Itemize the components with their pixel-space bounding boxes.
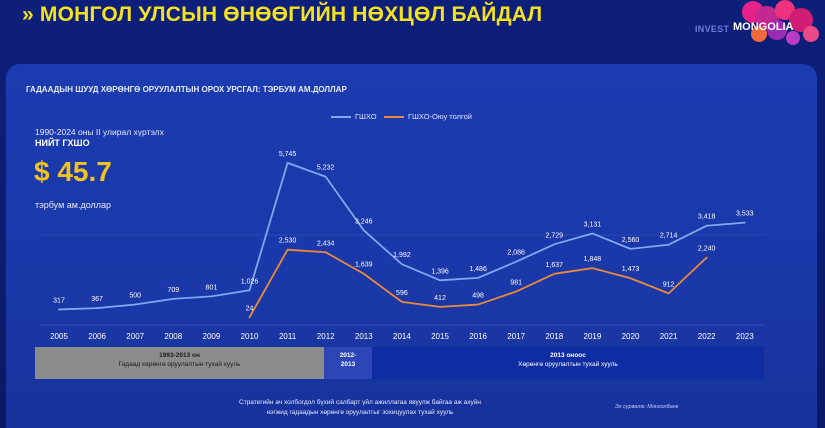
data-label: 1,637: [546, 262, 564, 269]
data-label: 1,639: [355, 262, 373, 269]
logo-mongolia-text: MONGOLIA: [733, 21, 794, 33]
data-label: 2,434: [317, 240, 335, 247]
legend-label-fdi: ГШХО: [355, 112, 377, 121]
x-tick-label: 2007: [126, 332, 144, 341]
legend-swatch-ot: [384, 116, 404, 119]
period-bar-title: 2013 оноос: [550, 352, 586, 359]
x-tick-label: 2021: [660, 332, 678, 341]
period-bar-subtitle: Хөрөнгө оруулалтын тухай хууль: [518, 361, 618, 368]
period-bar-2012-2013: 2012- 2013: [324, 347, 372, 379]
data-label: 1,486: [469, 266, 487, 273]
x-tick-label: 2017: [507, 332, 525, 341]
x-tick-label: 2008: [164, 332, 182, 341]
x-tick-label: 2022: [698, 332, 716, 341]
legend-label-ot: ГШХО-Оюу толгой: [408, 112, 472, 121]
data-label: 2,530: [279, 238, 297, 245]
data-label: 317: [53, 297, 65, 304]
data-label: 3,131: [584, 221, 602, 228]
data-label: 2,086: [507, 250, 525, 257]
x-tick-label: 2013: [355, 332, 373, 341]
x-tick-label: 2016: [469, 332, 487, 341]
invest-mongolia-logo-icon: [742, 0, 819, 45]
period-bar-1993-2013: 1993-2013 он Гадаад хөрөнгө оруулалтын т…: [35, 347, 324, 379]
x-tick-label: 2014: [393, 332, 411, 341]
data-label: 709: [167, 287, 179, 294]
data-label: 2,729: [546, 232, 564, 239]
x-tick-label: 2020: [622, 332, 640, 341]
legend-swatch-fdi: [331, 116, 351, 119]
data-label: 3,418: [698, 214, 716, 221]
footnote-line: Стратегийн ач холбогдол бүхий салбарт үй…: [239, 399, 481, 406]
data-label: 912: [663, 281, 675, 288]
unit-label: тэрбум ам.доллар: [35, 200, 112, 210]
data-label: 1,396: [431, 268, 449, 275]
chart-subtitle: ГАДААДЫН ШУУД ХӨРӨНГӨ ОРУУЛАЛТЫН ОРОХ УР…: [26, 85, 347, 94]
data-label: 981: [510, 280, 522, 287]
data-label: 2,240: [698, 246, 716, 253]
legend-item-fdi: ГШХО: [331, 112, 377, 121]
data-label: 2,560: [622, 237, 640, 244]
data-label: 1,473: [622, 266, 640, 273]
data-label: 5,232: [317, 165, 335, 172]
page-title: » МОНГОЛ УЛСЫН ӨНӨӨГИЙН НӨХЦӨЛ БАЙДАЛ: [22, 3, 543, 26]
total-label: НИЙТ ГХШО: [35, 138, 90, 148]
footnote-line: нэгжид гадаадын хөрөнгө оруулалтыг зохиц…: [266, 409, 454, 416]
legend-item-ot: ГШХО-Оюу толгой: [384, 112, 472, 121]
data-label: 1,992: [393, 252, 411, 259]
data-label: 1,848: [584, 256, 602, 263]
period-bar-subtitle: Гадаад хөрөнгө оруулалтын тухай хууль: [118, 361, 241, 368]
data-label: 3,533: [736, 211, 754, 218]
data-label: 500: [129, 293, 141, 300]
period-label: 1990-2024 оны II улирал хүртэлх: [35, 127, 164, 137]
total-value: $ 45.7: [34, 156, 112, 187]
x-tick-label: 2019: [584, 332, 602, 341]
x-tick-label: 2005: [50, 332, 68, 341]
x-tick-label: 2011: [279, 332, 297, 341]
data-label: 1,026: [241, 278, 259, 285]
period-bar-title: 2012- 2013: [339, 352, 357, 368]
data-label: 2,714: [660, 233, 678, 240]
logo-invest-text: INVEST: [695, 24, 730, 34]
data-label: 3,246: [355, 218, 373, 225]
data-label: 801: [206, 284, 218, 291]
data-label: 24: [246, 305, 254, 312]
period-bar-2013-onward: 2013 оноос Хөрөнгө оруулалтын тухай хуул…: [372, 347, 764, 379]
source-note: Эх сурвалж: Монголбанк: [615, 404, 679, 410]
x-tick-label: 2006: [88, 332, 106, 341]
period-bar-title: 1993-2013 он: [159, 352, 200, 359]
x-tick-label: 2018: [545, 332, 563, 341]
data-label: 412: [434, 295, 446, 302]
footnote: Стратегийн ач холбогдол бүхий салбарт үй…: [200, 398, 520, 418]
data-label: 596: [396, 290, 408, 297]
data-label: 367: [91, 296, 103, 303]
x-tick-label: 2023: [736, 332, 754, 341]
series-line-ot: [248, 248, 708, 319]
header: » МОНГОЛ УЛСЫН ӨНӨӨГИЙН НӨХЦӨЛ БАЙДАЛ: [0, 0, 825, 38]
data-label: 5,745: [279, 151, 297, 158]
x-tick-label: 2009: [203, 332, 221, 341]
x-tick-label: 2012: [317, 332, 335, 341]
x-tick-label: 2015: [431, 332, 449, 341]
series-line-fdi: [58, 161, 746, 311]
x-tick-label: 2010: [241, 332, 259, 341]
data-label: 498: [472, 293, 484, 300]
